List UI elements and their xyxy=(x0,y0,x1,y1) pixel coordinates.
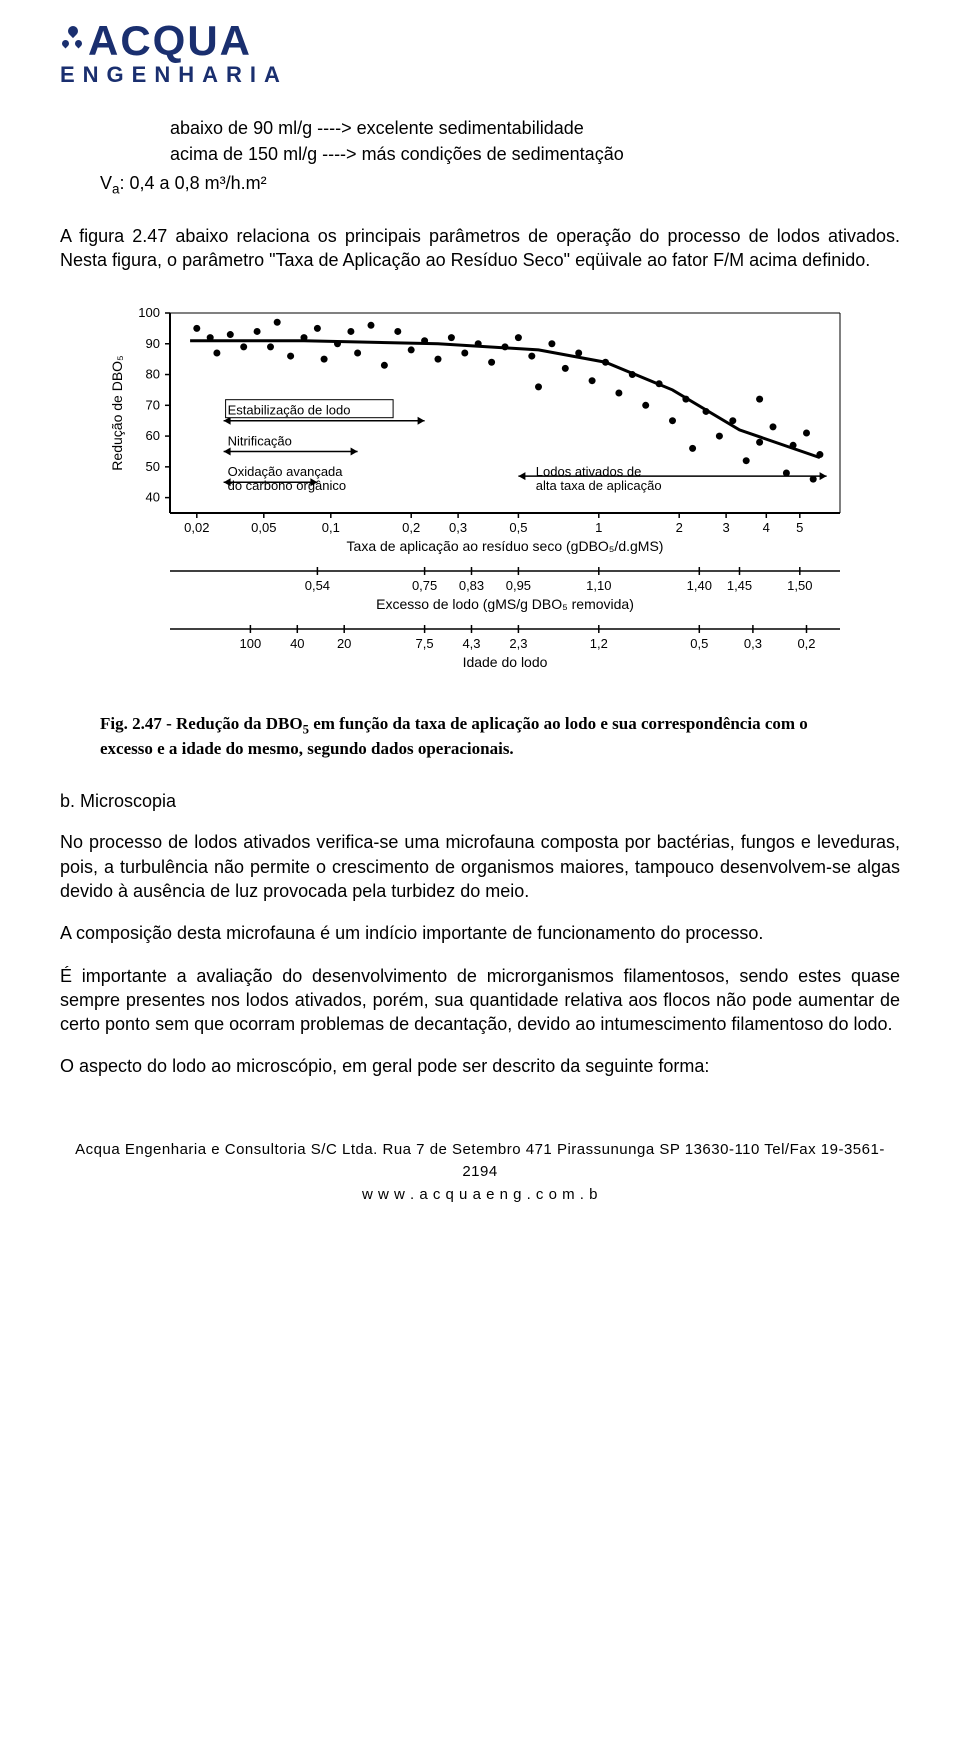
svg-text:1,10: 1,10 xyxy=(586,578,611,593)
svg-text:100: 100 xyxy=(240,636,262,651)
sediment-line-2: acima de 150 ml/g ----> más condições de… xyxy=(170,142,900,166)
sediment-line-1: abaixo de 90 ml/g ----> excelente sedime… xyxy=(170,116,900,140)
svg-text:Excesso de lodo (gMS/g DBO₅ re: Excesso de lodo (gMS/g DBO₅ removida) xyxy=(376,596,634,612)
svg-text:0,54: 0,54 xyxy=(305,578,330,593)
svg-text:alta taxa de aplicação: alta taxa de aplicação xyxy=(536,478,662,493)
page-footer: Acqua Engenharia e Consultoria S/C Ltda.… xyxy=(60,1139,900,1207)
svg-text:0,2: 0,2 xyxy=(797,636,815,651)
intro-paragraph: A figura 2.47 abaixo relaciona os princi… xyxy=(60,224,900,273)
svg-text:0,95: 0,95 xyxy=(506,578,531,593)
svg-text:1: 1 xyxy=(595,520,602,535)
svg-text:1,50: 1,50 xyxy=(787,578,812,593)
svg-text:Idade do lodo: Idade do lodo xyxy=(463,654,548,670)
svg-text:Lodos ativados de: Lodos ativados de xyxy=(536,464,642,479)
svg-text:40: 40 xyxy=(290,636,304,651)
figure-2-47-chart: 40 50 60 70 80 90 100 Redução de DBO₅ Estabiliza… xyxy=(100,303,860,703)
svg-text:Estabilização de lodo: Estabilização de lodo xyxy=(228,402,351,417)
svg-text:Redução de DBO₅: Redução de DBO₅ xyxy=(109,355,125,470)
svg-text:0,3: 0,3 xyxy=(744,636,762,651)
logo-drops-icon xyxy=(60,26,84,56)
sediment-criteria: abaixo de 90 ml/g ----> excelente sedime… xyxy=(170,116,900,167)
svg-text:do carbono orgânico: do carbono orgânico xyxy=(228,478,347,493)
svg-text:0,02: 0,02 xyxy=(184,520,209,535)
svg-text:2: 2 xyxy=(676,520,683,535)
logo-text-top: ACQUA xyxy=(88,20,252,62)
footer-line-1: Acqua Engenharia e Consultoria S/C Ltda.… xyxy=(60,1139,900,1184)
svg-text:4: 4 xyxy=(763,520,770,535)
footer-line-2: w w w . a c q u a e n g . c o m . b xyxy=(60,1184,900,1207)
svg-text:40: 40 xyxy=(146,489,160,504)
svg-text:2,3: 2,3 xyxy=(509,636,527,651)
figure-caption: Fig. 2.47 - Redução da DBO5 em função da… xyxy=(100,713,860,762)
paragraph-4: O aspecto do lodo ao microscópio, em ger… xyxy=(60,1054,900,1078)
svg-text:4,3: 4,3 xyxy=(462,636,480,651)
svg-text:0,05: 0,05 xyxy=(251,520,276,535)
svg-text:0,3: 0,3 xyxy=(449,520,467,535)
paragraph-2: A composição desta microfauna é um indíc… xyxy=(60,921,900,945)
paragraph-1: No processo de lodos ativados verifica-s… xyxy=(60,830,900,903)
svg-text:20: 20 xyxy=(337,636,351,651)
svg-text:0,83: 0,83 xyxy=(459,578,484,593)
svg-text:Oxidação avançada: Oxidação avançada xyxy=(228,464,344,479)
svg-text:7,5: 7,5 xyxy=(416,636,434,651)
svg-text:1,45: 1,45 xyxy=(727,578,752,593)
svg-text:0,5: 0,5 xyxy=(690,636,708,651)
svg-text:0,5: 0,5 xyxy=(509,520,527,535)
svg-text:0,1: 0,1 xyxy=(322,520,340,535)
svg-text:50: 50 xyxy=(146,459,160,474)
svg-text:0,2: 0,2 xyxy=(402,520,420,535)
svg-text:70: 70 xyxy=(146,397,160,412)
section-b-title: b. Microscopia xyxy=(60,791,900,812)
logo-text-bottom: ENGENHARIA xyxy=(60,64,900,86)
svg-text:80: 80 xyxy=(146,366,160,381)
svg-text:1,2: 1,2 xyxy=(590,636,608,651)
svg-text:1,40: 1,40 xyxy=(687,578,712,593)
svg-text:5: 5 xyxy=(796,520,803,535)
svg-text:3: 3 xyxy=(722,520,729,535)
va-parameter: Va: 0,4 a 0,8 m³/h.m² xyxy=(100,173,900,197)
paragraph-3: É importante a avaliação do desenvolvime… xyxy=(60,964,900,1037)
document-page: ACQUA ENGENHARIA abaixo de 90 ml/g ---->… xyxy=(0,0,960,1246)
svg-text:Taxa de aplicação ao resíduo s: Taxa de aplicação ao resíduo seco (gDBO₅… xyxy=(347,538,664,554)
svg-text:90: 90 xyxy=(146,336,160,351)
svg-text:0,75: 0,75 xyxy=(412,578,437,593)
svg-text:60: 60 xyxy=(146,428,160,443)
svg-text:Nitrificação: Nitrificação xyxy=(228,433,292,448)
svg-text:100: 100 xyxy=(138,305,160,320)
company-logo: ACQUA ENGENHARIA xyxy=(60,20,900,86)
chart-svg: 40 50 60 70 80 90 100 Redução de DBO₅ Estabiliza… xyxy=(100,303,860,703)
